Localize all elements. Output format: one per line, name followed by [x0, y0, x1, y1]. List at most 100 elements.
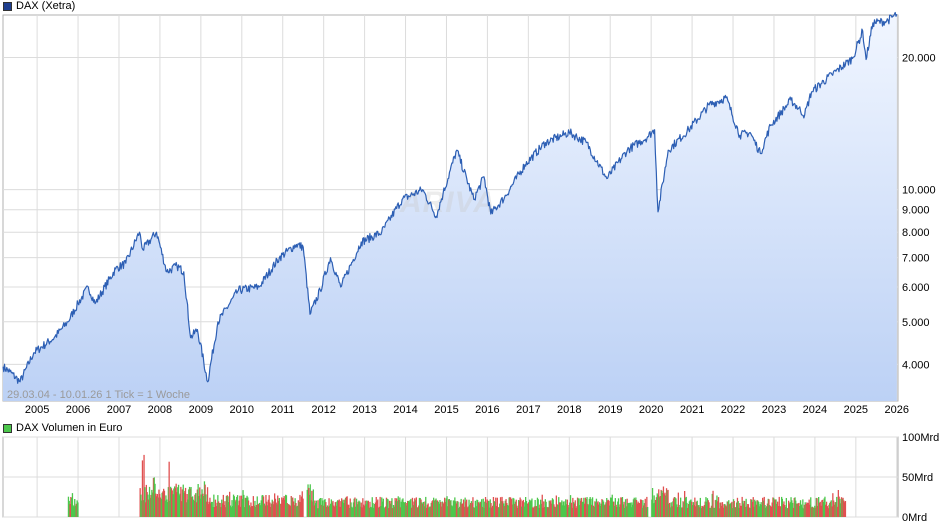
price-x-tick-label: 2024 [803, 404, 827, 416]
volume-bar [341, 498, 343, 517]
price-x-tick-label: 2009 [189, 404, 213, 416]
volume-bar [386, 498, 388, 517]
volume-bar [251, 506, 254, 517]
volume-bar [691, 505, 694, 517]
volume-bar [766, 503, 769, 517]
volume-bar [669, 507, 672, 517]
volume-bar [434, 499, 436, 517]
volume-bar [655, 497, 658, 517]
volume-bar [401, 499, 403, 517]
volume-bar [702, 506, 705, 517]
volume-bar [296, 505, 299, 517]
volume-bar [460, 498, 462, 517]
volume-bar [554, 507, 557, 517]
volume-bar [181, 489, 184, 517]
volume-bar [728, 504, 731, 517]
volume-bar [454, 497, 456, 517]
volume-bar [695, 501, 698, 517]
volume-bar [551, 498, 554, 517]
volume-bar [302, 498, 304, 517]
volume-bar [414, 500, 417, 517]
volume-bar [222, 494, 224, 517]
volume-bar [248, 505, 250, 517]
volume-bar [545, 501, 547, 517]
volume-bar [797, 503, 799, 517]
volume-bar [747, 504, 749, 517]
volume-bar [698, 505, 700, 517]
volume-bar [361, 507, 363, 517]
volume-bar [734, 507, 736, 517]
price-x-tick-label: 2011 [271, 404, 295, 416]
volume-bar [841, 498, 843, 517]
volume-bar [699, 507, 701, 517]
volume-bar [355, 506, 357, 517]
volume-bar [184, 487, 187, 517]
volume-bar [696, 500, 698, 517]
volume-bar [298, 502, 300, 517]
volume-bar [743, 500, 746, 517]
volume-bar [769, 505, 771, 517]
volume-bar [555, 495, 557, 517]
volume-bar [644, 498, 646, 517]
volume-bar [380, 506, 382, 517]
volume-bar [192, 499, 195, 517]
volume-bar [217, 501, 220, 517]
volume-bar [451, 506, 454, 517]
volume-bar [723, 504, 725, 517]
volume-bar [808, 499, 810, 517]
volume-bar [205, 494, 207, 517]
volume-bar [192, 496, 194, 517]
volume-bar [218, 503, 220, 517]
volume-bar [429, 506, 432, 517]
volume-bar [735, 507, 737, 517]
volume-bar [286, 503, 288, 517]
volume-bar [763, 496, 765, 517]
volume-bar [440, 506, 443, 517]
volume-bar [259, 502, 261, 517]
volume-bar [509, 497, 511, 517]
volume-bar [373, 507, 375, 517]
volume-bar [697, 505, 699, 517]
volume-bar [538, 507, 540, 517]
volume-bar [702, 506, 704, 517]
volume-bar [675, 498, 677, 517]
volume-bar [152, 478, 155, 517]
volume-bar [366, 500, 368, 517]
volume-bar [403, 502, 405, 517]
volume-bar [320, 504, 322, 517]
volume-bar [201, 489, 203, 517]
volume-bar [628, 503, 630, 517]
volume-bar [773, 497, 775, 517]
volume-bar [536, 506, 538, 517]
volume-bar [506, 504, 509, 517]
volume-bar [314, 500, 316, 517]
volume-bar [75, 503, 77, 517]
volume-bar [239, 495, 241, 517]
volume-bar [666, 490, 668, 517]
volume-bar [513, 498, 515, 517]
volume-bar [322, 500, 324, 517]
volume-bar [427, 503, 429, 517]
volume-bar [357, 501, 359, 517]
volume-bar [780, 506, 782, 517]
volume-bar [651, 488, 654, 517]
volume-bar [496, 497, 498, 517]
volume-bar [844, 502, 846, 517]
volume-bar [457, 501, 459, 517]
volume-bar [221, 499, 223, 517]
volume-bar [613, 505, 616, 517]
volume-bar [328, 498, 330, 517]
volume-bar [672, 501, 674, 517]
volume-bar [285, 494, 287, 517]
volume-bar [381, 497, 383, 517]
volume-bar [407, 500, 410, 517]
volume-bar [247, 497, 249, 517]
volume-bar [573, 503, 576, 517]
volume-bar [725, 505, 727, 517]
volume-bar [665, 495, 667, 517]
volume-bar [824, 496, 826, 517]
volume-bar [731, 501, 733, 517]
volume-bar [406, 505, 408, 517]
volume-bar [230, 507, 232, 517]
volume-bar [366, 501, 369, 517]
